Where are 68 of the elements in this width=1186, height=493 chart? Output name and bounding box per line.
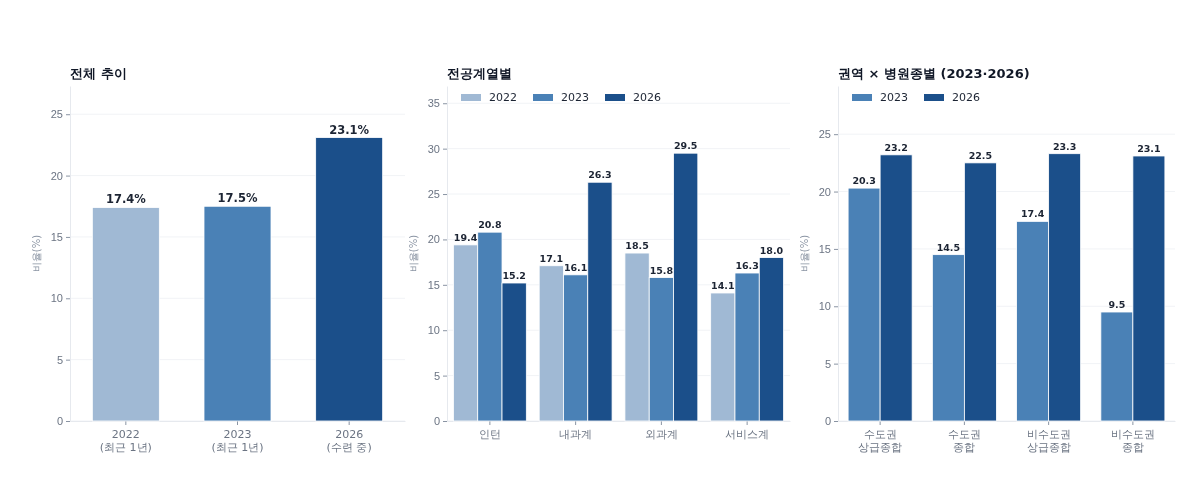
data-label: 16.3	[735, 260, 759, 272]
data-label: 15.2	[502, 270, 526, 282]
data-label: 15.8	[649, 264, 674, 276]
bar	[203, 205, 272, 422]
y-tick-label: 25	[427, 188, 440, 201]
y-tick-label: 10	[818, 300, 831, 313]
data-label: 20.8	[478, 219, 502, 231]
x-tick-label: 2023 (최근 1년)	[211, 428, 264, 454]
y-tick-label: 5	[56, 353, 63, 366]
x-tick-label: 인턴	[478, 428, 501, 441]
y-tick-label: 20	[427, 233, 440, 246]
data-label: 23.1	[1137, 142, 1161, 154]
x-tick-label: 비수도권 상급종합	[1026, 428, 1071, 454]
y-tick-label: 25	[818, 128, 831, 141]
chart-title: 전체 추이	[70, 66, 127, 81]
y-tick-label: 25	[50, 108, 63, 121]
y-tick-label: 0	[824, 415, 831, 428]
y-tick-label: 0	[433, 415, 440, 428]
legend-label: 2023	[561, 91, 589, 104]
x-tick-label: 외과계	[644, 428, 678, 441]
y-tick-label: 15	[818, 242, 831, 255]
legend-label: 2026	[633, 91, 661, 104]
x-tick-label: 서비스계	[725, 428, 770, 441]
y-tick-label: 30	[427, 142, 440, 155]
x-tick-label: 내과계	[559, 428, 593, 441]
data-label: 18.5	[625, 240, 649, 252]
y-tick-label: 20	[50, 169, 63, 182]
data-label: 17.1	[539, 252, 564, 264]
y-tick-label: 35	[427, 97, 440, 110]
data-label: 14.1	[711, 279, 735, 291]
y-tick-label: 0	[56, 415, 63, 428]
data-label: 17.5%	[217, 191, 258, 206]
y-tick-label: 15	[427, 278, 440, 291]
chart-title: 권역 × 병원종별 (2023·2026)	[838, 66, 1030, 81]
data-label: 14.5	[936, 241, 961, 253]
data-label: 19.4	[453, 231, 478, 243]
data-label: 9.5	[1108, 299, 1126, 311]
legend-label: 2026	[952, 91, 980, 104]
y-tick-label: 10	[50, 292, 63, 305]
data-label: 16.1	[563, 261, 588, 273]
y-tick-label: 5	[433, 369, 440, 382]
data-label: 17.4	[1020, 208, 1045, 220]
x-tick-label: 2022 (최근 1년)	[99, 428, 152, 454]
bar	[91, 207, 160, 422]
x-tick-label: 수도권 상급종합	[858, 428, 903, 454]
x-tick-label: 수도권 종합	[947, 428, 981, 454]
data-label: 22.5	[968, 149, 993, 161]
y-tick-label: 15	[50, 230, 63, 243]
bar	[315, 137, 384, 422]
chart-title: 전공계열별	[447, 66, 512, 81]
x-tick-label: 비수도권 종합	[1110, 428, 1155, 454]
data-label: 23.2	[884, 141, 908, 153]
y-axis-title: 비율(%)	[408, 234, 419, 273]
legend-label: 2022	[489, 91, 517, 104]
data-label: 29.5	[673, 140, 698, 152]
data-label: 20.3	[852, 175, 876, 187]
data-label: 23.1%	[329, 122, 370, 137]
data-label: 26.3	[588, 169, 612, 181]
y-tick-label: 20	[818, 185, 831, 198]
y-axis-title: 비율(%)	[799, 234, 810, 273]
y-axis-title: 비율(%)	[31, 234, 42, 273]
data-label: 18.0	[759, 244, 784, 256]
x-tick-label: 2026 (수련 중)	[326, 428, 372, 454]
y-tick-label: 10	[427, 324, 440, 337]
data-label: 17.4%	[105, 192, 147, 207]
legend-label: 2023	[880, 91, 908, 104]
y-tick-label: 5	[824, 357, 831, 370]
data-label: 23.3	[1052, 140, 1077, 152]
